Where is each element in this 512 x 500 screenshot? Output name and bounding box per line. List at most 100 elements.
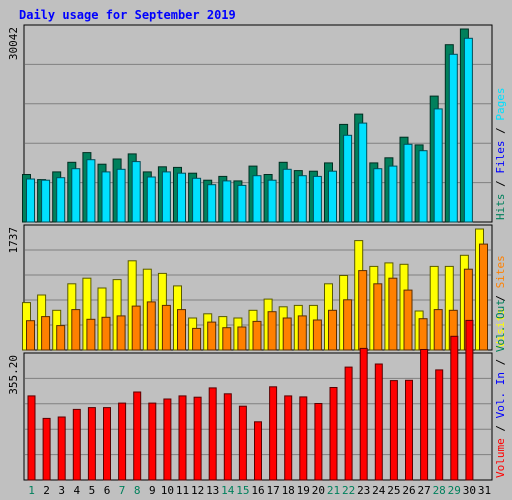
- bar: [297, 315, 307, 351]
- bar: [148, 402, 157, 481]
- legend-item: Hits: [494, 194, 507, 221]
- bar: [344, 366, 353, 481]
- legend-separator: /: [494, 121, 507, 141]
- bar: [284, 395, 293, 481]
- ymax-label: 355.20: [7, 355, 20, 395]
- bar: [435, 369, 444, 481]
- bar: [358, 270, 368, 351]
- day-label: 14: [221, 484, 235, 497]
- bar: [163, 398, 172, 481]
- day-label: 28: [433, 484, 446, 497]
- bar: [56, 325, 66, 351]
- legend-text: Volume / Vol. In / Vol. Out: [494, 299, 507, 478]
- ymax-label: 30042: [7, 27, 20, 60]
- bar: [418, 318, 428, 351]
- bar: [254, 421, 262, 481]
- ymax-label: 1737: [7, 227, 20, 254]
- bar: [161, 304, 171, 351]
- bar: [269, 386, 278, 481]
- day-label: 9: [149, 484, 156, 497]
- day-label: 24: [372, 484, 386, 497]
- bar: [358, 122, 368, 223]
- day-label: 2: [43, 484, 50, 497]
- bar: [328, 170, 337, 223]
- bar: [101, 316, 111, 351]
- day-label: 27: [417, 484, 430, 497]
- bar: [131, 161, 141, 223]
- day-label: 16: [251, 484, 264, 497]
- bar: [343, 299, 353, 351]
- bar: [101, 171, 111, 223]
- bar: [207, 321, 217, 351]
- bar: [178, 395, 187, 481]
- bar: [177, 309, 186, 351]
- bar: [193, 396, 202, 481]
- bar: [267, 179, 277, 223]
- bar: [388, 165, 398, 223]
- series-volume: [27, 319, 474, 481]
- bar: [420, 349, 429, 481]
- day-labels: 1 2 3 4 5 6 7 8 9 10 11 12 13 14 15 16 17 18 19 20 21 22 23 24 2…: [28, 484, 491, 497]
- bar: [237, 326, 247, 351]
- legend-item: Vol. In: [494, 372, 507, 418]
- bar: [433, 309, 443, 351]
- day-label: 8: [134, 484, 141, 497]
- bar: [27, 395, 36, 481]
- day-label: 5: [89, 484, 96, 497]
- bar: [146, 176, 156, 223]
- legend-separator: /: [494, 288, 507, 308]
- panel-hits-files-pages: 30042 Hits / Files / Pages: [7, 24, 507, 223]
- day-label: 22: [342, 484, 355, 497]
- day-label: 31: [478, 484, 491, 497]
- bar: [116, 315, 126, 351]
- bar: [297, 175, 307, 223]
- day-label: 7: [119, 484, 126, 497]
- legend-separator: /: [494, 174, 507, 194]
- legend-text: Hits / Files / Pages: [494, 88, 507, 221]
- bar: [41, 179, 51, 223]
- legend-volume: Volume / Vol. In / Vol. Out: [494, 299, 507, 478]
- bar: [374, 363, 383, 481]
- day-label: 10: [161, 484, 174, 497]
- legend-item: Visits: [494, 308, 507, 348]
- bar: [359, 347, 368, 481]
- bar: [131, 305, 141, 351]
- day-label: 15: [236, 484, 249, 497]
- bar: [252, 320, 262, 351]
- chart-panels: 30042 Hits / Files / Pages 1737 Visits / Si…: [7, 24, 507, 481]
- day-label: 11: [176, 484, 189, 497]
- day-label: 1: [28, 484, 35, 497]
- bar: [26, 178, 35, 223]
- bar: [448, 53, 458, 223]
- day-label: 13: [206, 484, 219, 497]
- bar: [56, 177, 66, 223]
- legend-item: Volume: [494, 438, 507, 478]
- bar: [433, 108, 443, 223]
- bar: [208, 387, 217, 481]
- bar: [161, 171, 171, 223]
- legend-item: Pages: [494, 88, 507, 121]
- legend-item: Files: [494, 141, 507, 174]
- legend-item: Sites: [494, 255, 507, 288]
- bar: [71, 309, 81, 351]
- bar: [282, 317, 292, 351]
- day-label: 23: [357, 484, 370, 497]
- bar: [314, 403, 323, 481]
- bar: [71, 168, 81, 223]
- bar: [223, 393, 232, 481]
- bar: [299, 396, 308, 481]
- series-files: [26, 37, 473, 223]
- bar: [312, 319, 322, 351]
- bar: [57, 416, 66, 481]
- day-label: 26: [402, 484, 415, 497]
- panel-volume: 355.20 Volume / Vol. In / Vol. Out: [7, 299, 507, 481]
- day-label: 19: [297, 484, 310, 497]
- bar: [103, 407, 111, 481]
- bar: [373, 283, 383, 351]
- bar: [207, 184, 217, 223]
- bar: [133, 391, 142, 481]
- bar: [465, 319, 474, 481]
- bar: [373, 168, 383, 223]
- bar: [86, 318, 96, 351]
